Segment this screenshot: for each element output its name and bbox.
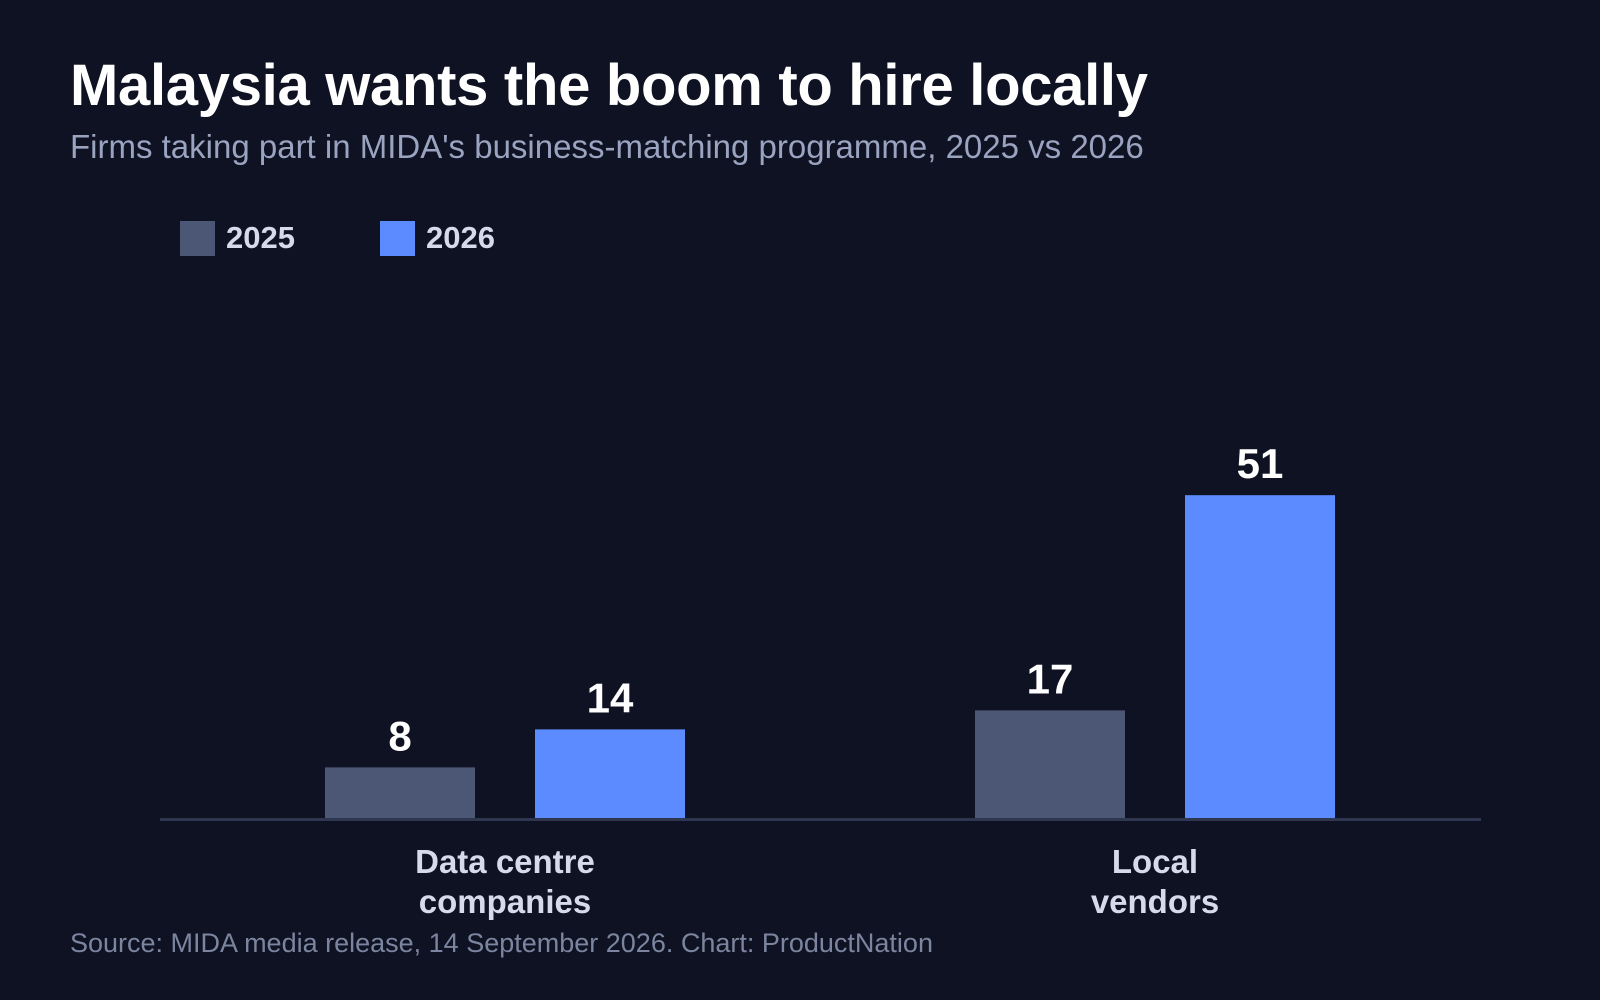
bar-2026-0 [535,729,685,818]
value-label-2026-1: 51 [1237,440,1284,487]
category-labels: Data centre companies Local vendors [415,843,1219,920]
legend-swatch-2025 [180,221,215,256]
category-label-line: companies [419,883,591,920]
legend-label-2025: 2025 [226,220,295,255]
category-label-1: Local vendors [1091,843,1219,920]
value-label-2025-1: 17 [1027,655,1074,702]
value-label-2026-0: 14 [587,674,634,721]
chart-legend: 2025 2026 [180,220,495,256]
chart-subtitle: Firms taking part in MIDA's business-mat… [70,128,1144,165]
source-note: Source: MIDA media release, 14 September… [70,928,933,958]
bar-2025-1 [975,710,1125,818]
value-label-2025-0: 8 [388,712,411,759]
legend-label-2026: 2026 [426,220,495,255]
chart-title: Malaysia wants the boom to hire locally [70,53,1148,118]
category-label-line: Data centre [415,843,595,880]
legend-swatch-2026 [380,221,415,256]
category-label-0: Data centre companies [415,843,595,920]
category-label-line: vendors [1091,883,1219,920]
value-labels: 8 14 17 51 [388,440,1283,759]
category-label-line: Local [1112,843,1198,880]
chart-bars [325,495,1335,818]
bar-2026-1 [1185,495,1335,818]
bar-2025-0 [325,767,475,818]
